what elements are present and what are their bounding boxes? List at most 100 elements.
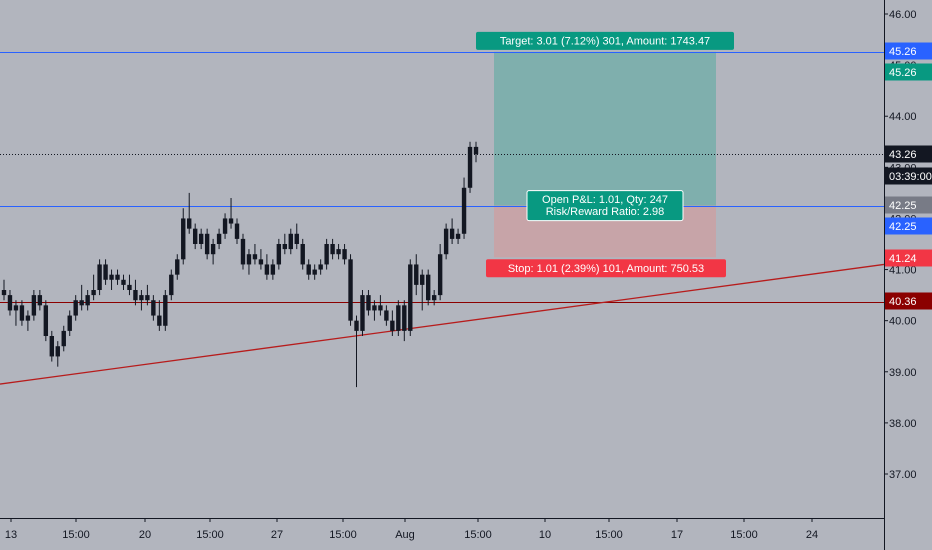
price-tag-label: 43.26 [889,149,917,161]
x-tick-label: Aug [395,529,415,541]
candle-body [169,274,174,296]
candle-body [276,244,282,265]
candle [210,238,216,265]
candle-body [348,259,353,321]
price-tag-box [885,63,932,81]
candle-body [390,320,395,331]
candle-body [103,264,108,280]
price-tag-box [885,217,932,235]
x-tick-label: 15:00 [595,529,623,541]
pnl-label-box [526,190,684,222]
candle [37,290,43,311]
candle [192,223,198,250]
x-tick-label: 27 [271,529,283,541]
candle-body [61,330,66,347]
candle [372,300,377,321]
price-tag-box [885,42,932,60]
candle-body [127,284,132,290]
candle [31,290,37,321]
candle-body [360,295,365,331]
position-zones [494,51,716,258]
price-tag: 45.26 [885,63,932,81]
candlesticks [1,141,479,388]
candle-body [55,346,60,357]
candle-body [288,233,293,250]
candle-body [133,290,138,301]
candle [294,223,299,250]
candle [360,290,365,336]
candle-body [372,305,377,311]
candle-body [455,233,461,239]
candle-body [216,233,222,244]
candle [461,177,467,239]
trend-line [0,263,885,385]
candle [133,279,138,306]
candle [43,300,49,342]
candle [378,295,383,316]
candle-body [163,295,168,326]
target-label-box [476,31,734,50]
candle-body [378,305,383,311]
candle [175,254,180,280]
candle [151,295,156,321]
candle [252,244,258,265]
candle-body [25,315,31,321]
price-tag: 42.25 [885,217,932,235]
x-tick-label: 20 [139,529,151,541]
y-tick-label: 37.00 [889,469,917,481]
candle-body [85,295,90,306]
candle-body [1,290,7,296]
candle-body [324,244,329,265]
x-tick-label: 15:00 [730,529,758,541]
candle-body [157,315,162,326]
candle-body [342,249,347,260]
candle-body [234,223,240,239]
candle [282,233,288,255]
price-tag: 42.25 [885,196,932,214]
candle-body [91,290,96,296]
x-tick-label: 10 [539,529,551,541]
candle [330,238,335,260]
trend-line-layer [0,263,885,385]
candle-body [282,244,288,250]
candle-body [37,295,43,306]
candle [467,141,473,193]
price-tag: 03:39:00 [885,167,932,185]
stop-label: Stop: 1.01 (2.39%) 101, Amount: 750.53 [486,259,726,278]
candle-body [354,320,359,331]
x-tick-label: 15:00 [196,529,224,541]
price-tag: 43.26 [885,145,932,163]
price-tag-label: 42.25 [889,221,917,233]
candle [437,244,443,301]
candle-body [294,233,299,244]
candle [324,238,329,270]
profit-zone [494,51,716,206]
candle-body [192,228,198,244]
candle [169,269,174,301]
candle-body [318,264,323,270]
x-tick-label: 15:00 [464,529,492,541]
price-tag-label: 42.25 [889,200,917,212]
candle [258,249,264,270]
candle [13,300,19,326]
pnl-label-text: Risk/Reward Ratio: 2.98 [546,206,665,218]
price-tag-box [885,196,932,214]
candle [473,141,479,163]
price-tag-box [885,249,932,267]
candle [234,218,240,244]
candle-body [402,305,407,331]
candle-body [408,264,413,331]
time-axis[interactable]: 13 15:00 20 15:00 27 15:00 Aug 15:00 10 15:00 17 15… [5,518,818,541]
x-tick-label: 15:00 [62,529,90,541]
candle-body [198,233,204,244]
candle [270,259,276,280]
stop-label-box [486,259,726,278]
price-tag-box [885,167,932,185]
price-tag: 41.24 [885,249,932,267]
candle [7,290,13,316]
candle [55,341,60,367]
candle [228,198,234,229]
candle [103,259,108,285]
